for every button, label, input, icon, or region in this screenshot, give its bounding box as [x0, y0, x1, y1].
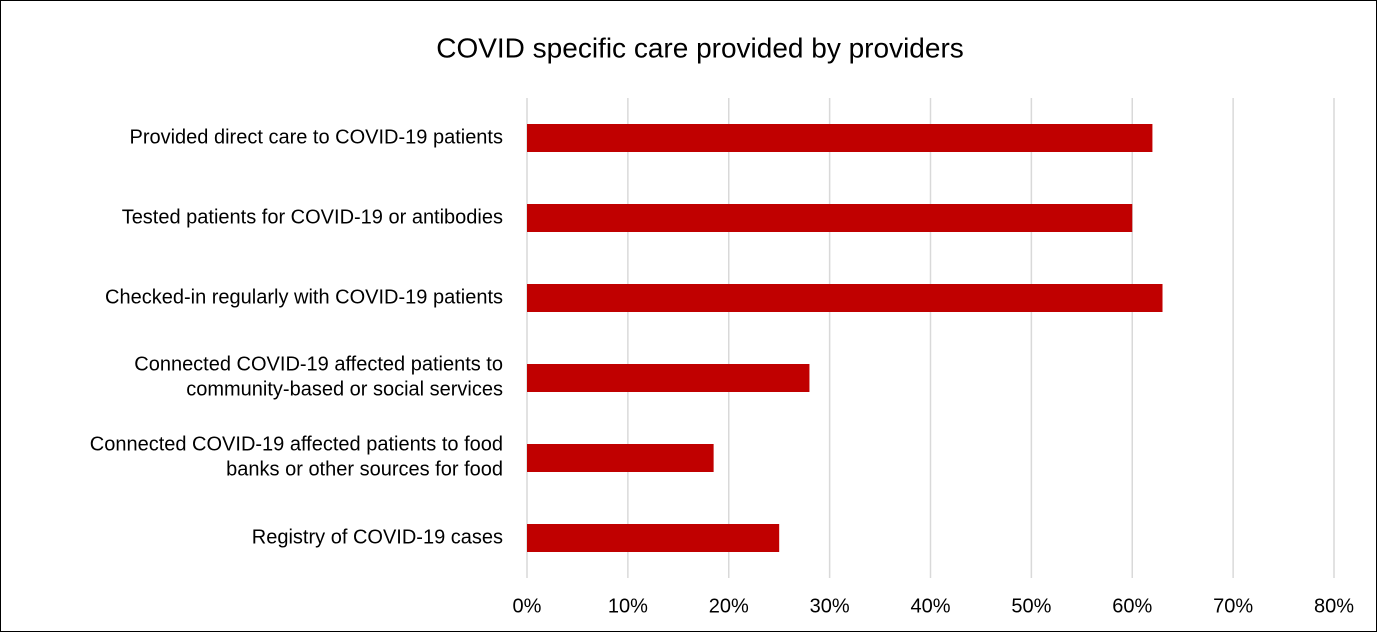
y-tick-label: Registry of COVID-19 cases: [252, 526, 503, 548]
bar: [527, 524, 780, 552]
x-tick-label: 20%: [709, 595, 749, 617]
bar: [527, 364, 810, 392]
x-tick-label: 80%: [1314, 595, 1354, 617]
chart-title: COVID specific care provided by provider…: [436, 32, 964, 63]
x-tick-label: 70%: [1213, 595, 1253, 617]
x-tick-label: 30%: [810, 595, 850, 617]
bar: [527, 444, 714, 472]
y-tick-label: Provided direct care to COVID-19 patient…: [129, 126, 503, 148]
x-tick-label: 50%: [1011, 595, 1051, 617]
bar: [527, 284, 1163, 312]
y-tick-label: Connected COVID-19 affected patients to …: [90, 434, 503, 481]
bar: [527, 124, 1153, 152]
x-tick-label: 10%: [608, 595, 648, 617]
x-tick-label: 60%: [1112, 595, 1152, 617]
y-tick-label: Tested patients for COVID-19 or antibodi…: [122, 206, 503, 228]
y-tick-label: Connected COVID-19 affected patients to c…: [134, 354, 503, 401]
bar: [527, 204, 1133, 232]
x-tick-label: 0%: [513, 595, 542, 617]
x-tick-label: 40%: [910, 595, 950, 617]
y-tick-label: Checked-in regularly with COVID-19 patie…: [105, 286, 503, 308]
